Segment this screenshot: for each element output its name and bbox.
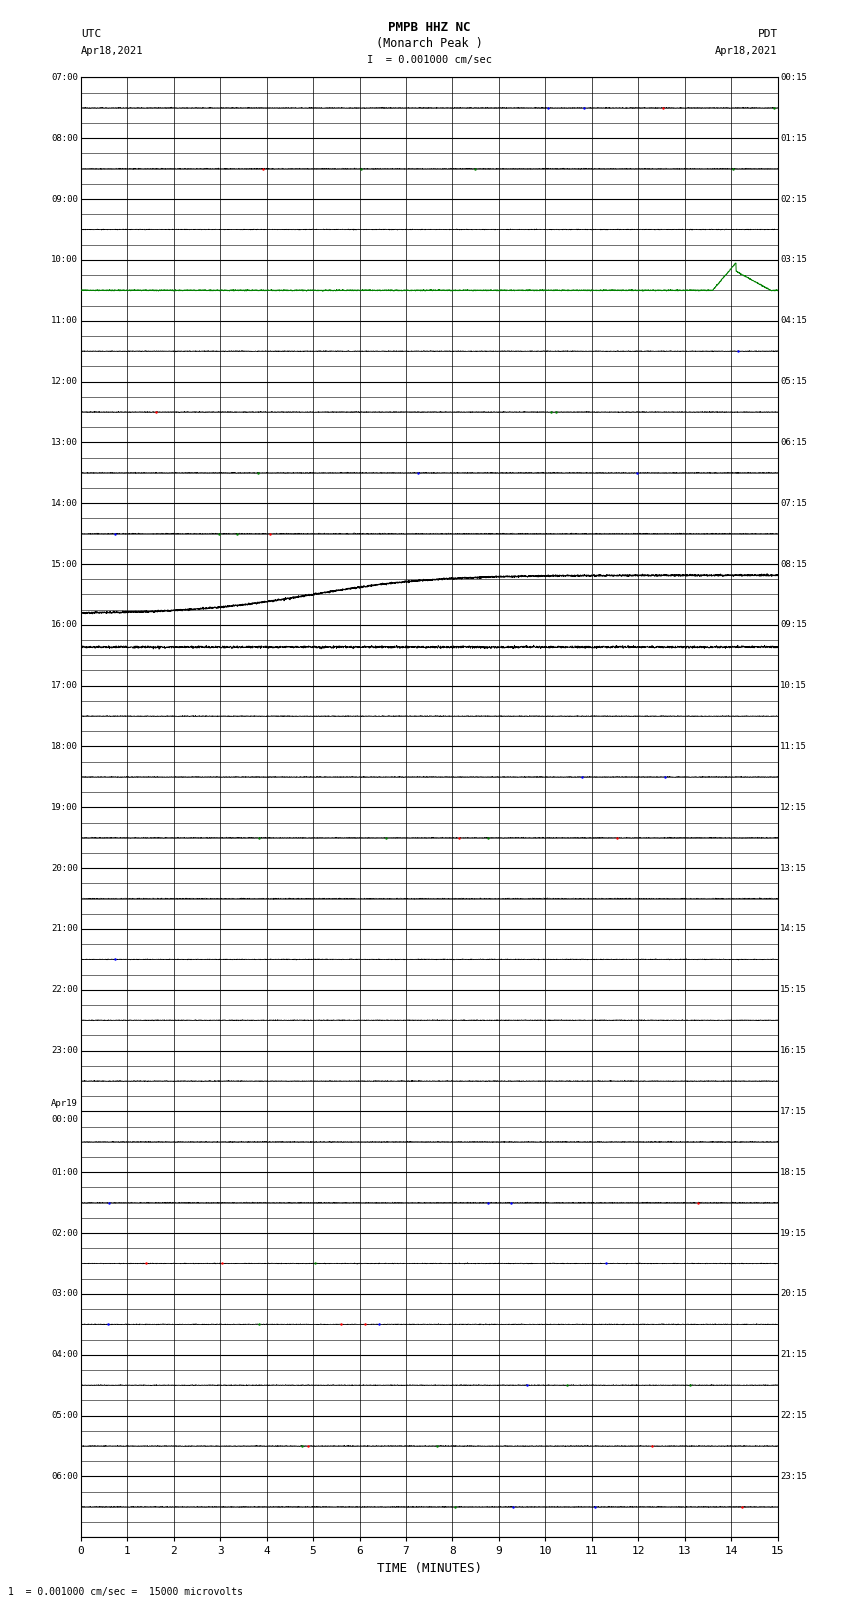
- Text: 03:00: 03:00: [51, 1289, 78, 1298]
- Text: 15:15: 15:15: [780, 986, 808, 994]
- Text: 14:00: 14:00: [51, 498, 78, 508]
- Text: 19:15: 19:15: [780, 1229, 808, 1237]
- Text: 11:15: 11:15: [780, 742, 808, 752]
- X-axis label: TIME (MINUTES): TIME (MINUTES): [377, 1561, 482, 1574]
- Text: 05:00: 05:00: [51, 1411, 78, 1419]
- Text: 08:15: 08:15: [780, 560, 808, 568]
- Text: (Monarch Peak ): (Monarch Peak ): [376, 37, 483, 50]
- Text: 01:00: 01:00: [51, 1168, 78, 1177]
- Text: 03:15: 03:15: [780, 255, 808, 265]
- Text: 04:00: 04:00: [51, 1350, 78, 1360]
- Text: 1  = 0.001000 cm/sec =  15000 microvolts: 1 = 0.001000 cm/sec = 15000 microvolts: [8, 1587, 243, 1597]
- Text: 02:15: 02:15: [780, 195, 808, 203]
- Text: PMPB HHZ NC: PMPB HHZ NC: [388, 21, 471, 34]
- Text: 06:00: 06:00: [51, 1473, 78, 1481]
- Text: 10:15: 10:15: [780, 681, 808, 690]
- Text: 08:00: 08:00: [51, 134, 78, 142]
- Text: 15:00: 15:00: [51, 560, 78, 568]
- Text: 19:00: 19:00: [51, 803, 78, 811]
- Text: Apr18,2021: Apr18,2021: [81, 47, 144, 56]
- Text: 13:15: 13:15: [780, 863, 808, 873]
- Text: 10:00: 10:00: [51, 255, 78, 265]
- Text: 07:15: 07:15: [780, 498, 808, 508]
- Text: 13:00: 13:00: [51, 437, 78, 447]
- Text: 16:15: 16:15: [780, 1047, 808, 1055]
- Text: 01:15: 01:15: [780, 134, 808, 142]
- Text: 11:00: 11:00: [51, 316, 78, 326]
- Text: 06:15: 06:15: [780, 437, 808, 447]
- Text: 20:15: 20:15: [780, 1289, 808, 1298]
- Text: UTC: UTC: [81, 29, 101, 39]
- Text: 12:00: 12:00: [51, 377, 78, 386]
- Text: 20:00: 20:00: [51, 863, 78, 873]
- Text: 09:15: 09:15: [780, 621, 808, 629]
- Text: 05:15: 05:15: [780, 377, 808, 386]
- Text: 17:15: 17:15: [780, 1107, 808, 1116]
- Text: 09:00: 09:00: [51, 195, 78, 203]
- Text: 12:15: 12:15: [780, 803, 808, 811]
- Text: 02:00: 02:00: [51, 1229, 78, 1237]
- Text: 21:15: 21:15: [780, 1350, 808, 1360]
- Text: 22:00: 22:00: [51, 986, 78, 994]
- Text: PDT: PDT: [757, 29, 778, 39]
- Text: 00:15: 00:15: [780, 73, 808, 82]
- Text: 23:15: 23:15: [780, 1473, 808, 1481]
- Text: 14:15: 14:15: [780, 924, 808, 934]
- Text: 21:00: 21:00: [51, 924, 78, 934]
- Text: 22:15: 22:15: [780, 1411, 808, 1419]
- Text: 23:00: 23:00: [51, 1047, 78, 1055]
- Text: 00:00: 00:00: [51, 1115, 78, 1124]
- Text: Apr19: Apr19: [51, 1098, 78, 1108]
- Text: 18:15: 18:15: [780, 1168, 808, 1177]
- Text: 18:00: 18:00: [51, 742, 78, 752]
- Text: 17:00: 17:00: [51, 681, 78, 690]
- Text: I  = 0.001000 cm/sec: I = 0.001000 cm/sec: [366, 55, 492, 65]
- Text: Apr18,2021: Apr18,2021: [715, 47, 778, 56]
- Text: 16:00: 16:00: [51, 621, 78, 629]
- Text: 07:00: 07:00: [51, 73, 78, 82]
- Text: 04:15: 04:15: [780, 316, 808, 326]
